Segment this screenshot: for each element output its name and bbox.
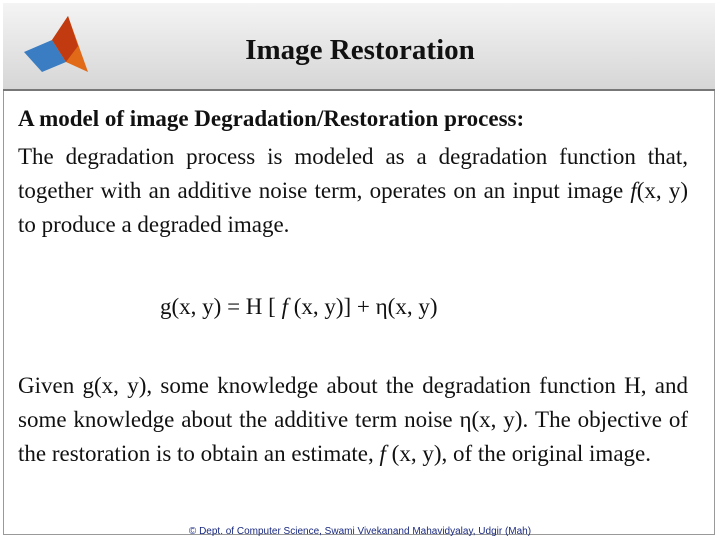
logo-base	[24, 40, 66, 72]
text: f	[379, 441, 386, 466]
heading: A model of image Degradation/Restoration…	[18, 106, 525, 131]
paragraph: Given g(x, y), some knowledge about the …	[18, 369, 688, 471]
title-bar	[3, 3, 715, 91]
equation: g(x, y) = H [ f (x, y)] + η(x, y)	[160, 290, 438, 324]
slide-title: Image Restoration	[245, 34, 475, 66]
text: g(x, y) = H [	[160, 294, 282, 319]
logo	[24, 16, 88, 72]
text: (x, y)] + η(x, y)	[287, 294, 438, 319]
paragraph: The degradation process is modeled as a …	[18, 140, 688, 242]
text: Given g(x, y), some knowledge about the …	[18, 373, 688, 466]
footer: © Dept. of Computer Science, Swami Vivek…	[188, 526, 532, 537]
text: f	[630, 178, 637, 203]
text: f	[281, 294, 288, 319]
logo-shade	[52, 16, 78, 62]
text: (x, y) to produce a degraded image.	[18, 178, 688, 237]
text: (x, y), of the original image.	[385, 441, 651, 466]
text: The degradation process is modeled as a …	[18, 144, 688, 203]
